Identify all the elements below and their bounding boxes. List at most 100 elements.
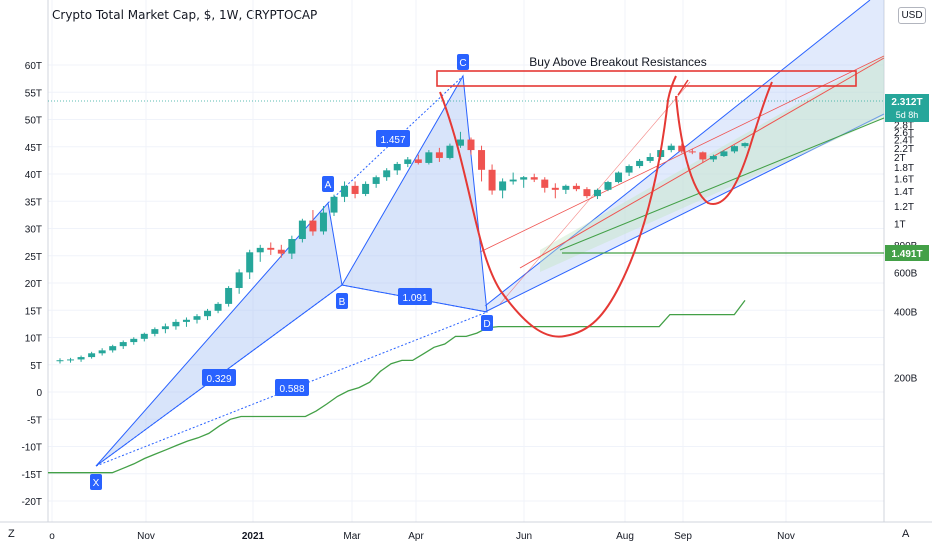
candle-body: [530, 177, 538, 180]
candle-body: [509, 179, 517, 182]
price-axis-tick: 2.6T: [894, 128, 914, 139]
candle: [151, 327, 159, 337]
ratio-label: 1.091: [402, 293, 427, 304]
price-axis-tick: 1.6T: [894, 174, 914, 185]
candle-body: [551, 187, 559, 190]
zoom-toggle-button[interactable]: Z: [8, 528, 15, 540]
regression-channels: [479, 0, 885, 313]
green-channel-fill: [540, 55, 884, 272]
candle: [404, 157, 412, 168]
candle: [499, 178, 507, 199]
candle-body: [456, 139, 464, 146]
candle-body: [130, 338, 138, 343]
pattern-point-label: D: [483, 319, 490, 330]
candle: [267, 242, 275, 255]
candle-body: [319, 212, 327, 232]
candle: [204, 308, 212, 321]
price-axis-tick: 2T: [894, 153, 906, 164]
price-axis-tick: 2.2T: [894, 144, 914, 155]
candle: [488, 164, 496, 195]
oscillator-axis-tick: 25T: [25, 252, 42, 263]
candle-body: [688, 151, 696, 153]
pattern-triangle-bcd: [341, 74, 488, 313]
candle-body: [67, 359, 75, 361]
candle-body: [667, 145, 675, 151]
oscillator-axis-tick: 0: [36, 388, 42, 399]
candle-body: [256, 247, 264, 253]
time-axis-tick: 2021: [242, 531, 265, 542]
candle: [246, 249, 254, 280]
candle: [646, 153, 654, 163]
candle: [583, 187, 591, 199]
candle-body: [604, 182, 612, 190]
time-axis-tick: Nov: [137, 531, 155, 542]
oscillator-axis-tick: 5T: [30, 361, 42, 372]
auto-scale-button[interactable]: A: [902, 528, 910, 540]
candle-body: [88, 353, 96, 358]
candle-body: [414, 159, 422, 163]
ratio-label: 0.588: [279, 384, 304, 395]
gridlines: [48, 0, 884, 522]
oscillator-line: [48, 300, 746, 474]
candle-body: [499, 181, 507, 191]
candle-body: [309, 220, 317, 232]
candle-body: [520, 177, 528, 180]
xabcd-pattern: [95, 74, 488, 467]
pattern-point-label: A: [325, 180, 332, 191]
ratio-label-bg: [202, 369, 236, 386]
annotation-text: Buy Above Breakout Resistances: [529, 55, 706, 69]
candle-body: [77, 357, 85, 360]
oscillator-axis-tick: -5T: [27, 415, 42, 426]
candle: [467, 137, 475, 155]
time-axis-tick: Apr: [408, 531, 424, 542]
price-axis-tick: 400B: [894, 307, 918, 318]
candle-body: [351, 185, 359, 194]
candle: [636, 158, 644, 169]
candle-body: [119, 342, 127, 347]
candle-body: [478, 150, 486, 170]
ratio-label-bg: [376, 130, 410, 147]
oscillator-axis-tick: 60T: [25, 61, 42, 72]
candle-body: [435, 152, 443, 158]
candle-body: [467, 139, 475, 151]
candle-body: [541, 179, 549, 188]
candle: [699, 151, 707, 163]
candle-body: [246, 252, 254, 273]
candle-body: [109, 346, 117, 351]
oscillator-axis-tick: -10T: [21, 443, 42, 454]
candle-body: [288, 239, 296, 254]
oscillator-axis-tick: 35T: [25, 197, 42, 208]
candle: [393, 161, 401, 175]
candle-body: [625, 166, 633, 173]
price-axis-tick: 1.4T: [894, 187, 914, 198]
candle-body: [225, 287, 233, 304]
candle: [235, 269, 243, 294]
candle-body: [267, 247, 275, 250]
chart-title: Crypto Total Market Cap, $, 1W, CRYPTOCA…: [52, 8, 318, 22]
candle: [330, 194, 338, 217]
candle-body: [572, 185, 580, 190]
oscillator-axis-tick: -20T: [21, 497, 42, 508]
candle: [678, 143, 686, 154]
candle: [341, 181, 349, 203]
candle-body: [235, 272, 243, 288]
candle: [88, 351, 96, 359]
candle-body: [393, 163, 401, 171]
ratio-label-bg: [275, 379, 309, 396]
candle: [562, 184, 570, 194]
candle: [362, 181, 370, 197]
candle: [625, 164, 633, 177]
channel-red-line-2: [479, 55, 885, 253]
candle: [182, 317, 190, 327]
candle: [225, 286, 233, 307]
candle: [604, 180, 612, 192]
price-axis-tick: 2.8T: [894, 121, 914, 132]
candle: [288, 235, 296, 260]
channel-green-line: [559, 117, 885, 251]
candle: [214, 302, 222, 314]
candle-body: [98, 350, 106, 354]
candle-body: [615, 172, 623, 183]
currency-badge[interactable]: USD: [898, 7, 926, 24]
candle-body: [204, 310, 212, 317]
